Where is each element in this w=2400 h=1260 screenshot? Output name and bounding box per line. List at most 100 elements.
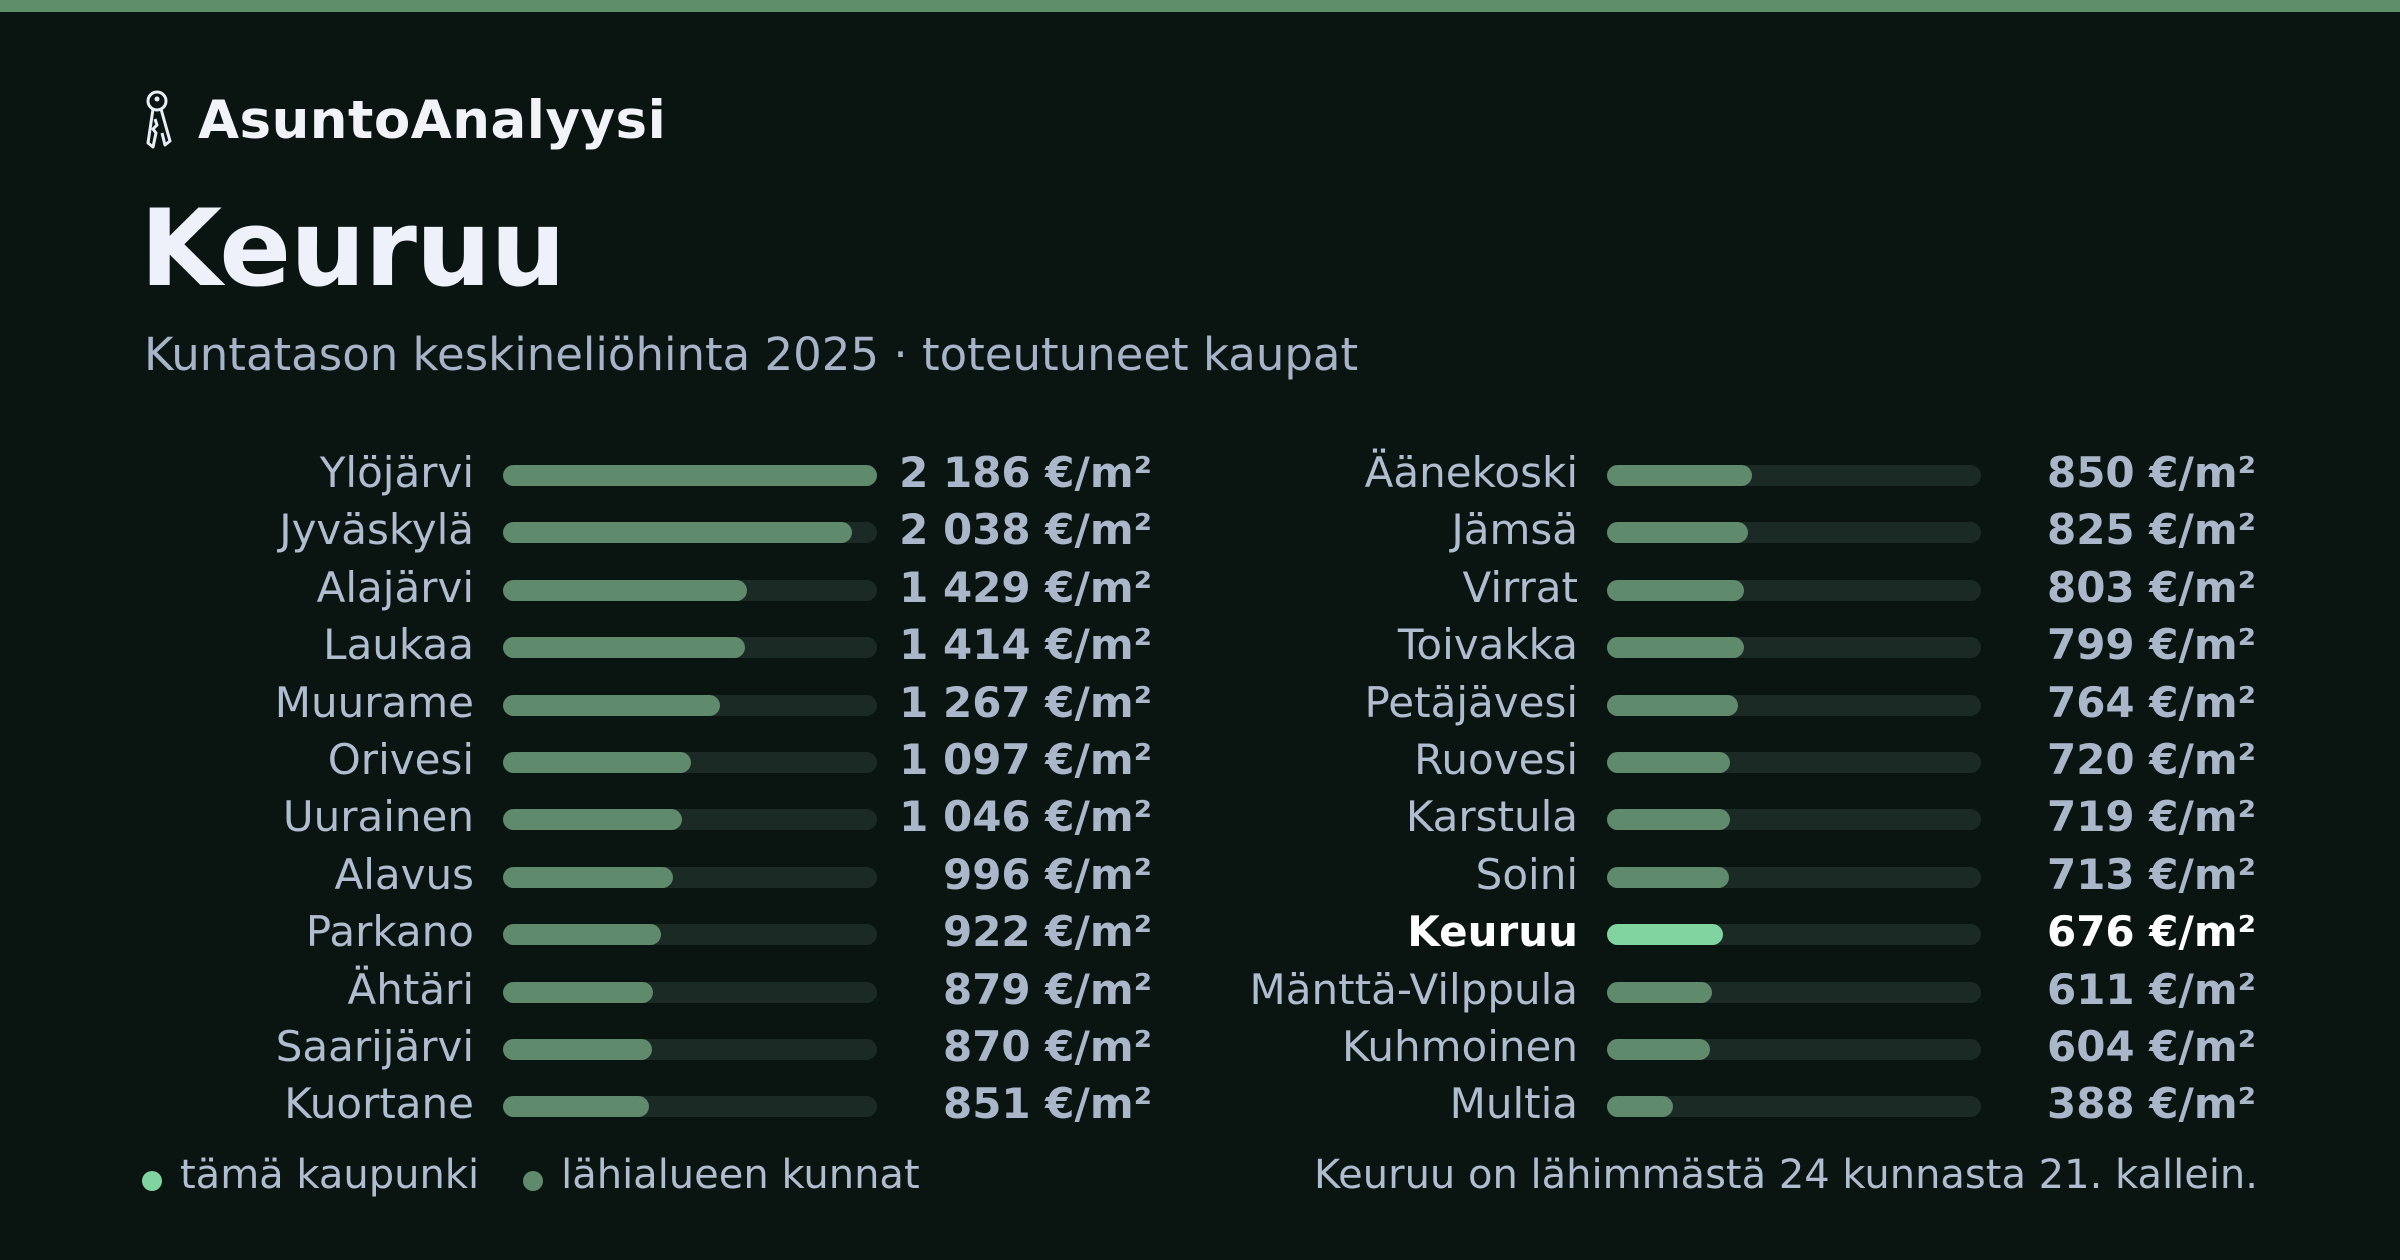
bar-row: Parkano 922 €/m²	[0, 903, 1200, 960]
ranking-footnote: Keuruu on lähimmästä 24 kunnasta 21. kal…	[1313, 1152, 2258, 1198]
bar-track	[1607, 465, 1981, 486]
bar-category-label: Kuortane	[284, 1079, 474, 1129]
bar-value-label: 2 038 €/m²	[899, 505, 1152, 555]
bar-category-label: Äänekoski	[1364, 448, 1578, 497]
bar	[503, 1038, 652, 1060]
bar-category-label: Virrat	[1462, 562, 1578, 612]
bar	[503, 579, 748, 601]
bar-track	[503, 866, 877, 888]
bar-track	[1607, 1038, 1981, 1060]
bar	[1607, 1038, 1711, 1060]
bar-track	[503, 924, 877, 946]
keys-icon	[146, 90, 172, 149]
bar	[1607, 637, 1744, 659]
bar-track	[1607, 579, 1981, 601]
bar-category-label: Muurame	[274, 677, 474, 727]
bar-category-label: Orivesi	[327, 734, 474, 784]
bar-category-label: Ylöjärvi	[319, 448, 474, 497]
bar-category-label: Alavus	[334, 849, 475, 899]
bar-category-label: Toivakka	[1397, 620, 1578, 670]
bar	[503, 924, 661, 946]
bar-track	[503, 637, 877, 659]
bar-value-label: 996 €/m²	[942, 849, 1152, 899]
bar-row: Mänttä-Vilppula 611 €/m²	[1104, 961, 2304, 1018]
bar-value-label: 388 €/m²	[2046, 1079, 2256, 1129]
bar-track	[503, 981, 877, 1003]
legend: tämä kaupunki lähialueen kunnat	[142, 1152, 920, 1198]
bar	[1607, 694, 1738, 716]
bar-value-label: 799 €/m²	[2046, 620, 2256, 670]
bar-list-right: Äänekoski 850 €/m² Jämsä 825 €/m² Virrat 803 …	[1104, 444, 2304, 1133]
bar-value-label: 764 €/m²	[2046, 677, 2256, 727]
bar-track	[1607, 522, 1981, 544]
brand: AsuntoAnalyysi	[140, 88, 666, 152]
bar-value-label: 851 €/m²	[942, 1079, 1152, 1129]
brand-name: AsuntoAnalyysi	[198, 89, 667, 151]
bar-category-label: Keuruu	[1407, 907, 1578, 957]
bar-value-label: 1 267 €/m²	[899, 677, 1152, 727]
bar-category-label: Laukaa	[323, 620, 474, 670]
bar	[1607, 522, 1749, 544]
bar-value-label: 719 €/m²	[2046, 792, 2256, 842]
bar-row: Soini 713 €/m²	[1104, 846, 2304, 903]
bar-track	[1607, 981, 1981, 1003]
bar-row: Orivesi 1 097 €/m²	[0, 731, 1200, 788]
bar-track	[1607, 1096, 1981, 1118]
bar-category-label: Saarijärvi	[275, 1021, 474, 1071]
top-accent-bar	[0, 0, 2400, 12]
bar-track	[1607, 637, 1981, 659]
bar-category-label: Kuhmoinen	[1341, 1021, 1578, 1071]
bar-value-label: 720 €/m²	[2046, 734, 2256, 784]
page-title: Keuruu	[140, 187, 566, 310]
bar	[503, 1096, 649, 1118]
bar	[1607, 751, 1731, 773]
bar-track	[503, 522, 877, 544]
bar-row: Alajärvi 1 429 €/m²	[0, 559, 1200, 616]
bar-track	[503, 1038, 877, 1060]
bar-row: Kuortane 851 €/m²	[0, 1075, 1200, 1132]
bar-value-label: 922 €/m²	[942, 907, 1152, 957]
bar-category-label: Parkano	[305, 907, 474, 957]
bar-track	[503, 694, 877, 716]
bar-row: Uurainen 1 046 €/m²	[0, 788, 1200, 845]
bar-track	[503, 579, 877, 601]
bar-value-label: 1 097 €/m²	[899, 734, 1152, 784]
bar-value-label: 825 €/m²	[2046, 505, 2256, 555]
bar-track	[1607, 866, 1981, 888]
bar-value-label: 604 €/m²	[2046, 1021, 2256, 1071]
bar	[503, 637, 745, 659]
bar-category-label: Uurainen	[282, 792, 474, 842]
bar-row: Keuruu 676 €/m²	[1104, 903, 2304, 960]
bar	[503, 981, 654, 1003]
bar-track	[503, 465, 877, 486]
bar	[1607, 866, 1729, 888]
legend-this-city-dot	[142, 1171, 162, 1191]
bar-track	[1607, 751, 1981, 773]
bar	[503, 866, 674, 888]
bar-category-label: Alajärvi	[316, 562, 474, 612]
bar-row: Karstula 719 €/m²	[1104, 788, 2304, 845]
bar-category-label: Petäjävesi	[1364, 677, 1578, 727]
bar-category-label: Mänttä-Vilppula	[1249, 964, 1578, 1014]
bar-value-label: 1 046 €/m²	[899, 792, 1152, 842]
bar	[1607, 809, 1730, 831]
bar-category-label: Jämsä	[1451, 505, 1578, 555]
bar-value-label: 1 414 €/m²	[899, 620, 1152, 670]
bar	[1607, 981, 1712, 1003]
bar-category-label: Ruovesi	[1414, 734, 1578, 784]
bar-value-label: 2 186 €/m²	[899, 448, 1152, 497]
bar-row: Ähtäri 879 €/m²	[0, 961, 1200, 1018]
bar-category-label: Karstula	[1405, 792, 1578, 842]
bar-row: Jämsä 825 €/m²	[1104, 501, 2304, 558]
bar	[503, 809, 682, 831]
bar-value-label: 803 €/m²	[2046, 562, 2256, 612]
bar-row: Saarijärvi 870 €/m²	[0, 1018, 1200, 1075]
bar-row: Petäjävesi 764 €/m²	[1104, 674, 2304, 731]
bar-track	[1607, 924, 1981, 946]
bar-category-label: Ähtäri	[347, 964, 475, 1014]
bar-value-label: 850 €/m²	[2046, 448, 2256, 497]
legend-nearby-dot	[523, 1171, 544, 1191]
legend-this-city-label: tämä kaupunki	[180, 1152, 480, 1198]
bar-row: Muurame 1 267 €/m²	[0, 674, 1200, 731]
bar-track	[503, 751, 877, 773]
